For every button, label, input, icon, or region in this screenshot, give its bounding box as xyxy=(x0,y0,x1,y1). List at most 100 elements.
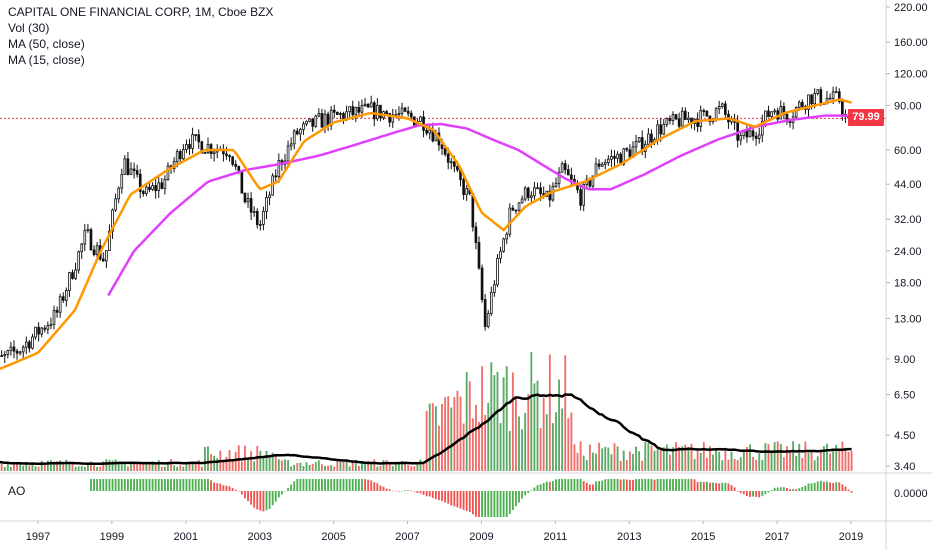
y-tick-label: 3.40 xyxy=(894,461,915,473)
ao-bar xyxy=(641,479,644,491)
ao-bar xyxy=(391,490,394,492)
volume-bar xyxy=(111,460,114,471)
candle xyxy=(647,133,650,145)
ao-bar xyxy=(404,490,407,491)
volume-bar xyxy=(564,355,567,471)
ao-bar xyxy=(339,479,342,491)
candle xyxy=(536,187,539,190)
volume-bar xyxy=(259,450,262,471)
candle xyxy=(46,325,50,330)
candle xyxy=(43,327,47,330)
candle xyxy=(496,257,499,286)
candle xyxy=(289,143,293,147)
ao-bar xyxy=(819,480,822,491)
candle xyxy=(443,148,447,155)
volume-bar xyxy=(672,447,674,471)
volume-bar xyxy=(296,462,299,471)
volume-bar xyxy=(702,442,705,471)
volume-bar xyxy=(139,462,142,471)
ao-bar xyxy=(798,488,801,491)
ao-bar xyxy=(302,479,305,491)
legend-title: CAPITAL ONE FINANCIAL CORP, 1M, Cboe BZX xyxy=(8,5,274,19)
ao-bar xyxy=(154,479,157,491)
candle xyxy=(557,171,561,184)
volume-bar xyxy=(373,459,376,471)
ao-bar xyxy=(561,479,564,491)
ao-bar xyxy=(148,479,151,491)
candle xyxy=(336,111,339,115)
volume-bar xyxy=(321,464,323,471)
volume-bar xyxy=(847,451,850,471)
ao-bar xyxy=(256,491,259,510)
volume-bar xyxy=(416,463,419,471)
volume-bar xyxy=(305,462,308,471)
candle xyxy=(175,151,179,162)
volume-bar xyxy=(829,453,831,471)
volume-bar xyxy=(715,450,718,471)
ao-bar xyxy=(736,491,739,492)
ao-bar xyxy=(779,487,782,491)
volume-bar xyxy=(687,446,690,471)
ao-bar xyxy=(573,479,576,491)
ao-bar xyxy=(333,479,336,491)
volume-bar xyxy=(250,451,253,471)
volume-bar xyxy=(231,460,234,471)
volume-bar xyxy=(555,412,557,471)
volume-bar xyxy=(34,466,37,471)
volume-bar xyxy=(622,450,625,471)
ao-bar xyxy=(170,479,172,491)
ao-bar xyxy=(108,479,111,491)
ao-bar xyxy=(699,481,702,491)
ao-bar xyxy=(290,484,293,491)
ao-bar xyxy=(588,484,591,491)
ao-bar xyxy=(653,479,656,491)
ao-bar xyxy=(792,488,795,491)
candle xyxy=(397,113,401,116)
ao-bar xyxy=(96,479,99,491)
volume-bar xyxy=(74,466,77,471)
candle xyxy=(360,105,364,113)
candle xyxy=(231,156,234,165)
volume-bar xyxy=(253,461,256,471)
volume-bar xyxy=(388,462,391,471)
candle xyxy=(15,350,19,354)
ao-bar xyxy=(117,479,120,491)
volume-bar xyxy=(838,451,841,471)
volume-bar xyxy=(616,446,619,471)
volume-bar xyxy=(284,459,286,471)
candle xyxy=(807,94,810,110)
ao-bar xyxy=(142,479,145,491)
candle xyxy=(372,102,376,120)
candle xyxy=(148,186,151,190)
volume-bar xyxy=(385,460,388,471)
ao-bar xyxy=(268,491,271,509)
candle xyxy=(616,153,619,159)
candle xyxy=(166,165,170,180)
volume-bar xyxy=(216,458,219,471)
candle xyxy=(126,158,130,175)
ao-bar xyxy=(105,479,108,491)
candle xyxy=(357,106,361,113)
volume-bar xyxy=(37,466,40,471)
volume-bar xyxy=(354,460,357,471)
volume-bar xyxy=(160,466,163,471)
volume-bar xyxy=(364,464,366,471)
candle xyxy=(511,207,515,211)
volume-bar xyxy=(207,446,209,471)
volume-bar xyxy=(632,453,634,471)
ao-bar xyxy=(536,485,539,491)
ao-bar xyxy=(373,482,376,491)
volume-bar xyxy=(327,465,330,471)
ao-bar xyxy=(182,479,185,491)
candle xyxy=(240,170,244,194)
ao-bar xyxy=(453,491,456,507)
volume-bar xyxy=(182,466,185,471)
ao-bar xyxy=(102,479,105,491)
candle xyxy=(89,229,93,251)
candle xyxy=(200,141,204,154)
ao-bar xyxy=(93,479,95,491)
volume-bar xyxy=(481,366,483,471)
ao-bar xyxy=(724,482,727,491)
